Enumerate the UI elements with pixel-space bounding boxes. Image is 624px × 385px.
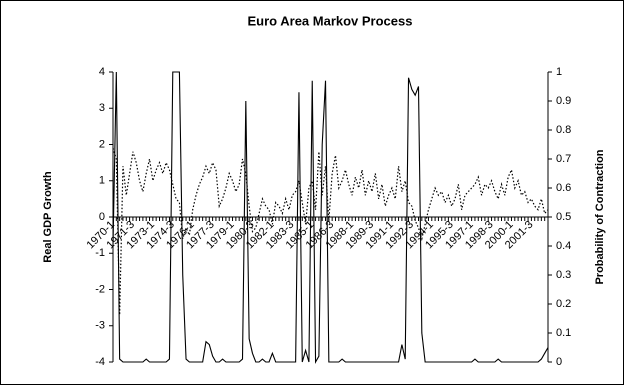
data-line xyxy=(112,71,549,365)
y2-tick-label: 1 xyxy=(556,66,562,78)
y-tick-label: 3 xyxy=(99,102,105,114)
y-tick-label: -3 xyxy=(95,320,105,332)
y2-tick-label: 0.6 xyxy=(556,182,571,194)
data-line xyxy=(112,147,549,315)
y-tick-label: 2 xyxy=(99,138,105,150)
y2-tick-label: 0.3 xyxy=(556,269,571,281)
y2-tick-label: 0.5 xyxy=(556,211,571,223)
y2-axis-title: Probability of Contraction xyxy=(594,149,606,284)
y2-tick-label: 0.4 xyxy=(556,240,571,252)
y-tick-label: -2 xyxy=(95,283,105,295)
y-tick-label: 0 xyxy=(99,211,105,223)
y2-tick-label: 0.2 xyxy=(556,298,571,310)
y-tick-label: -4 xyxy=(95,356,105,368)
y2-tick-label: 0.1 xyxy=(556,327,571,339)
y-tick-label: 1 xyxy=(99,175,105,187)
y2-tick-label: 0.8 xyxy=(556,124,571,136)
y2-tick-label: 0 xyxy=(556,356,562,368)
y2-tick-label: 0.7 xyxy=(556,153,571,165)
y-axis-title: Real GDP Growth xyxy=(42,171,54,263)
y-tick-label: -1 xyxy=(95,247,105,259)
y-tick-label: 4 xyxy=(99,66,105,78)
y2-tick-label: 0.9 xyxy=(556,95,571,107)
chart-title: Euro Area Markov Process xyxy=(248,13,413,28)
